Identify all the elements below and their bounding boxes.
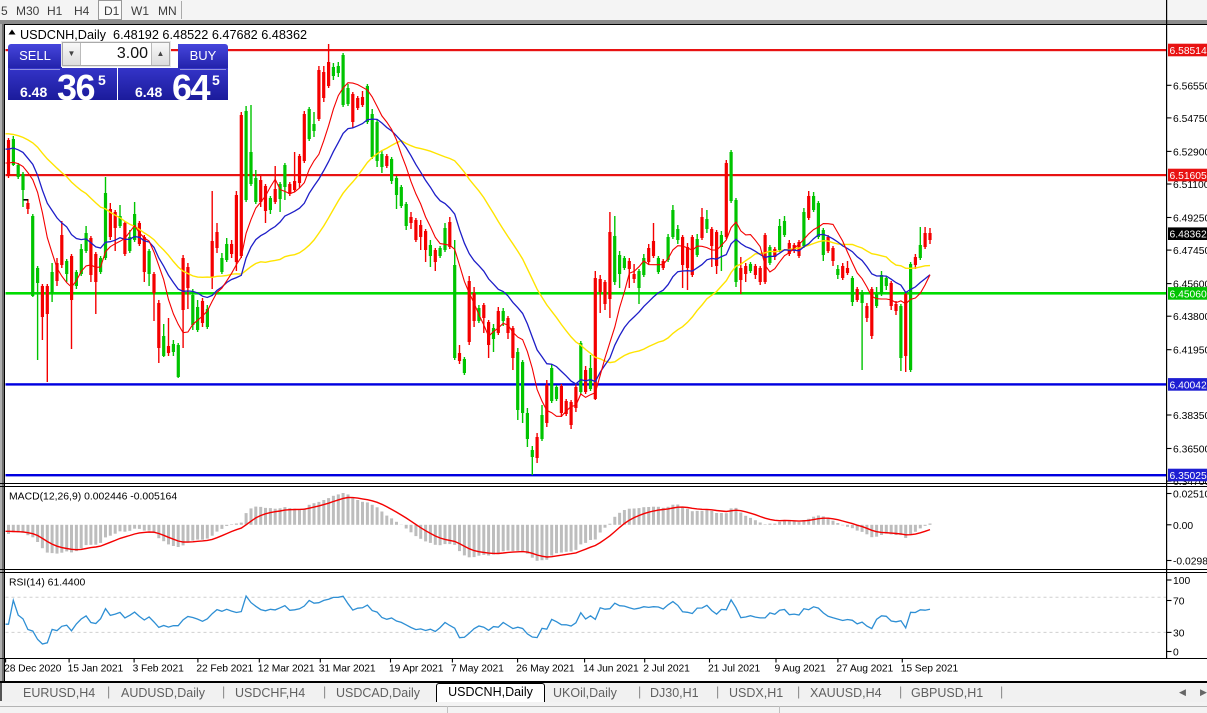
svg-text:6.36500: 6.36500 xyxy=(1173,445,1207,456)
svg-text:30: 30 xyxy=(1173,628,1185,639)
svg-text:6.38350: 6.38350 xyxy=(1173,411,1207,422)
svg-text:6.49250: 6.49250 xyxy=(1173,214,1207,225)
svg-text:6.41950: 6.41950 xyxy=(1173,346,1207,357)
svg-text:6.34700: 6.34700 xyxy=(1173,477,1207,488)
svg-text:USDCNH,Daily 6.48192 6.48522: USDCNH,Daily 6.48192 6.48522 6.47682 6.4… xyxy=(20,28,307,42)
svg-text:15 Jan 2021: 15 Jan 2021 xyxy=(68,664,124,675)
svg-text:6.52900: 6.52900 xyxy=(1173,147,1207,158)
svg-text:26 May 2021: 26 May 2021 xyxy=(516,664,575,675)
svg-text:RSI(14) 61.4400: RSI(14) 61.4400 xyxy=(9,578,85,589)
svg-text:3 Feb 2021: 3 Feb 2021 xyxy=(133,664,184,675)
svg-text:6.35025: 6.35025 xyxy=(1170,471,1207,482)
svg-text:7 May 2021: 7 May 2021 xyxy=(451,664,504,675)
svg-text:15 Sep 2021: 15 Sep 2021 xyxy=(901,664,959,675)
svg-text:6.45060: 6.45060 xyxy=(1170,289,1207,300)
svg-text:6.56550: 6.56550 xyxy=(1173,81,1207,92)
svg-text:31 Mar 2021: 31 Mar 2021 xyxy=(319,664,376,675)
svg-text:6.40042: 6.40042 xyxy=(1170,380,1207,391)
svg-text:-0.02988: -0.02988 xyxy=(1173,557,1207,568)
svg-text:6.48362: 6.48362 xyxy=(1170,230,1207,241)
svg-text:12 Mar 2021: 12 Mar 2021 xyxy=(258,664,315,675)
svg-text:2 Jul 2021: 2 Jul 2021 xyxy=(643,664,690,675)
svg-text:6.58514: 6.58514 xyxy=(1170,46,1207,57)
svg-text:100: 100 xyxy=(1173,576,1190,587)
svg-text:9 Aug 2021: 9 Aug 2021 xyxy=(775,664,826,675)
svg-text:22 Feb 2021: 22 Feb 2021 xyxy=(196,664,253,675)
svg-text:6.54750: 6.54750 xyxy=(1173,114,1207,125)
svg-text:6.47450: 6.47450 xyxy=(1173,246,1207,257)
svg-text:6.45600: 6.45600 xyxy=(1173,280,1207,291)
svg-text:6.51100: 6.51100 xyxy=(1173,180,1207,191)
svg-text:70: 70 xyxy=(1173,597,1185,608)
svg-text:0.00: 0.00 xyxy=(1173,521,1193,532)
svg-text:27 Aug 2021: 27 Aug 2021 xyxy=(836,664,893,675)
svg-text:14 Jun 2021: 14 Jun 2021 xyxy=(583,664,639,675)
svg-text:6.51605: 6.51605 xyxy=(1170,171,1207,182)
svg-text:0.025108: 0.025108 xyxy=(1173,490,1207,501)
svg-text:6.43800: 6.43800 xyxy=(1173,312,1207,323)
svg-text:21 Jul 2021: 21 Jul 2021 xyxy=(708,664,761,675)
svg-text:28 Dec 2020: 28 Dec 2020 xyxy=(4,664,62,675)
svg-text:19 Apr 2021: 19 Apr 2021 xyxy=(389,664,444,675)
svg-text:MACD(12,26,9) 0.002446 -0.0051: MACD(12,26,9) 0.002446 -0.005164 xyxy=(9,492,177,503)
svg-text:0: 0 xyxy=(1173,648,1179,659)
